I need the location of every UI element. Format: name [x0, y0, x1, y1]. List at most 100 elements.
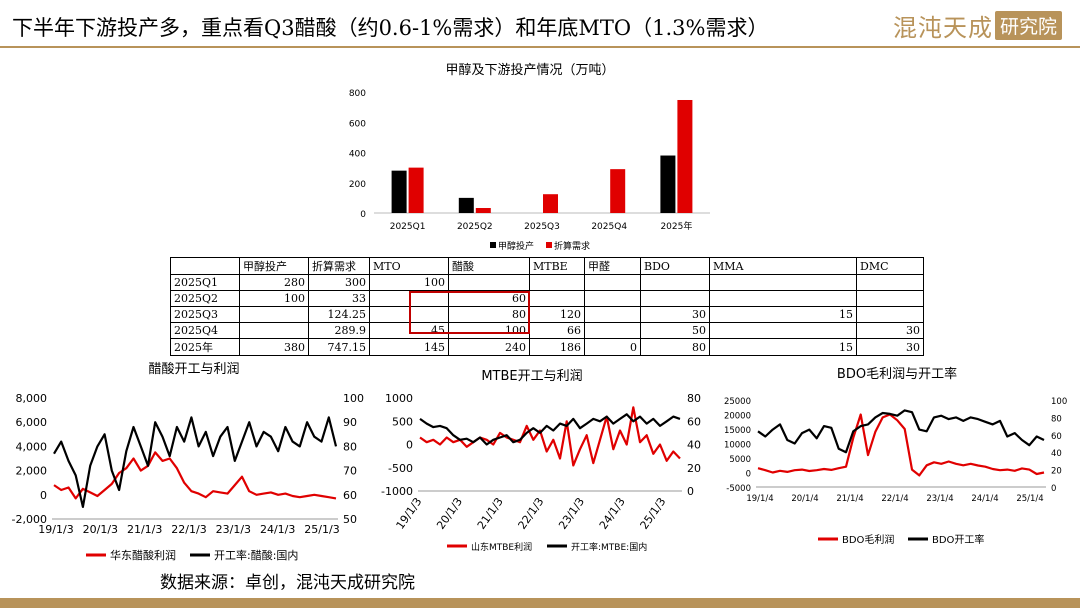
y-right-tick-label: 100	[343, 392, 364, 405]
bar-demand	[677, 99, 693, 213]
y-right-tick-label: 50	[343, 513, 357, 526]
table-cell: 300	[308, 274, 370, 291]
footer-bar	[0, 598, 1080, 608]
y-tick-label: 200	[349, 180, 366, 190]
y-left-tick-label: 1000	[385, 392, 413, 405]
table-cell	[709, 290, 857, 307]
table-header-cell: MMA	[709, 257, 857, 275]
x-tick-label: 24/1/3	[597, 495, 628, 531]
x-tick-label: 19/1/3	[38, 523, 73, 536]
table-header-row: 甲醇投产 折算需求 MTO 醋酸 MTBE 甲醛 BDO MMA DMC	[170, 257, 924, 275]
x-tick-label: 21/1/3	[127, 523, 162, 536]
y-left-tick-label: 0	[406, 439, 413, 452]
chart-title: 甲醇及下游投产情况（万吨）	[445, 62, 614, 78]
y-left-tick-label: 15000	[724, 426, 751, 436]
table-cell: 240	[448, 338, 530, 356]
y-left-tick-label: 8,000	[16, 392, 48, 405]
table-cell: 50	[640, 322, 710, 339]
table-cell: 15	[709, 306, 857, 323]
table-row-label: 2025年	[170, 338, 240, 356]
y-right-tick-label: 20	[1051, 467, 1062, 477]
table-cell: 100	[369, 274, 449, 291]
table-cell	[856, 274, 924, 291]
legend-label: 开工率:醋酸:国内	[214, 548, 298, 562]
y-tick-label: 0	[360, 210, 366, 220]
table-cell	[369, 306, 449, 323]
table-row: 2025Q2 100 33 60	[170, 290, 924, 307]
table-cell: 15	[709, 338, 857, 356]
y-right-tick-label: 100	[1051, 397, 1067, 407]
x-tick-label: 22/1/3	[516, 495, 547, 531]
table-row: 2025年 380 747.15 145 240 186 0 80 15 30	[170, 338, 924, 356]
y-tick-label: 800	[349, 89, 366, 99]
slide-title: 下半年下游投产多，重点看Q3醋酸（约0.6-1%需求）和年底MTO（1.3%需求…	[12, 16, 769, 40]
table-cell	[856, 306, 924, 323]
y-left-tick-label: 0	[746, 470, 751, 480]
table-cell	[584, 322, 641, 339]
table-cell	[584, 290, 641, 307]
x-tick-label: 23/1/3	[556, 495, 587, 531]
table-cell: 186	[529, 338, 585, 356]
table-cell	[856, 290, 924, 307]
mtbe-chart: MTBE开工与利润 -1000 -500 0 500 1000 0 20 40 60 80 19/1/…	[381, 369, 701, 553]
y-right-tick-label: 60	[687, 415, 701, 428]
table-header-cell: 折算需求	[308, 257, 370, 275]
table-cell	[529, 290, 585, 307]
acetic-acid-chart: 醋酸开工与利润 -2,000 0 2,000 4,000 6,000 8,000 50 60 70…	[12, 361, 364, 562]
table-cell: 289.9	[308, 322, 370, 339]
bar-demand	[475, 208, 491, 213]
x-tick-label: 21/1/4	[836, 494, 863, 504]
table-cell	[584, 306, 641, 323]
y-right-tick-label: 90	[343, 416, 357, 429]
legend-label: BDO毛利润	[842, 533, 894, 546]
series-line-utilization	[53, 416, 338, 508]
y-left-tick-label: 25000	[724, 397, 751, 407]
table-cell: 100	[239, 290, 309, 307]
logo-main-text: 混沌天成	[892, 14, 993, 42]
series-line-profit	[757, 413, 1045, 477]
legend-swatch	[546, 242, 552, 248]
table-cell	[239, 322, 309, 339]
table-cell: 280	[239, 274, 309, 291]
y-left-tick-label: -500	[388, 462, 413, 475]
series-line-profit	[53, 451, 337, 500]
table-cell: 60	[448, 290, 530, 307]
series-line-profit	[419, 406, 681, 467]
bar-methanol	[391, 170, 407, 213]
table-cell: 145	[369, 338, 449, 356]
x-tick-label: 19/1/4	[746, 494, 773, 504]
x-tick-label: 2025Q1	[390, 222, 426, 232]
bar-methanol	[660, 155, 676, 213]
y-right-tick-label: 0	[687, 485, 694, 498]
x-tick-label: 20/1/4	[791, 494, 818, 504]
y-right-tick-label: 80	[687, 392, 701, 405]
x-tick-label: 21/1/3	[475, 495, 506, 531]
x-tick-label: 2025Q2	[457, 222, 493, 232]
table-cell: 380	[239, 338, 309, 356]
table-header-cell: 醋酸	[448, 257, 530, 275]
legend-swatch	[490, 242, 496, 248]
y-left-tick-label: 2,000	[16, 465, 48, 478]
logo-box-text: 研究院	[994, 11, 1062, 40]
x-tick-label: 2025Q3	[524, 222, 560, 232]
table-cell: 80	[448, 306, 530, 323]
x-tick-label: 22/1/3	[171, 523, 206, 536]
y-left-tick-label: 0	[40, 489, 47, 502]
table-cell: 33	[308, 290, 370, 307]
legend-label: 甲醇投产	[498, 240, 534, 252]
table-cell: 100	[448, 322, 530, 339]
x-tick-label: 20/1/3	[83, 523, 118, 536]
y-right-tick-label: 80	[1051, 414, 1062, 424]
bdo-chart: BDO毛利润与开工率 -5000 0 5000 10000 15000 20000 25000…	[724, 366, 1067, 546]
y-right-tick-label: 60	[343, 489, 357, 502]
y-left-tick-label: -1000	[381, 485, 413, 498]
table-cell	[709, 274, 857, 291]
x-tick-label: 19/1/3	[394, 495, 425, 531]
y-left-tick-label: -5000	[726, 484, 751, 494]
y-left-tick-label: 10000	[724, 441, 751, 451]
y-right-tick-label: 40	[1051, 449, 1062, 459]
y-tick-label: 600	[349, 119, 366, 129]
y-right-tick-label: 40	[687, 439, 701, 452]
table-row-label: 2025Q2	[170, 290, 240, 307]
table-cell	[369, 290, 449, 307]
